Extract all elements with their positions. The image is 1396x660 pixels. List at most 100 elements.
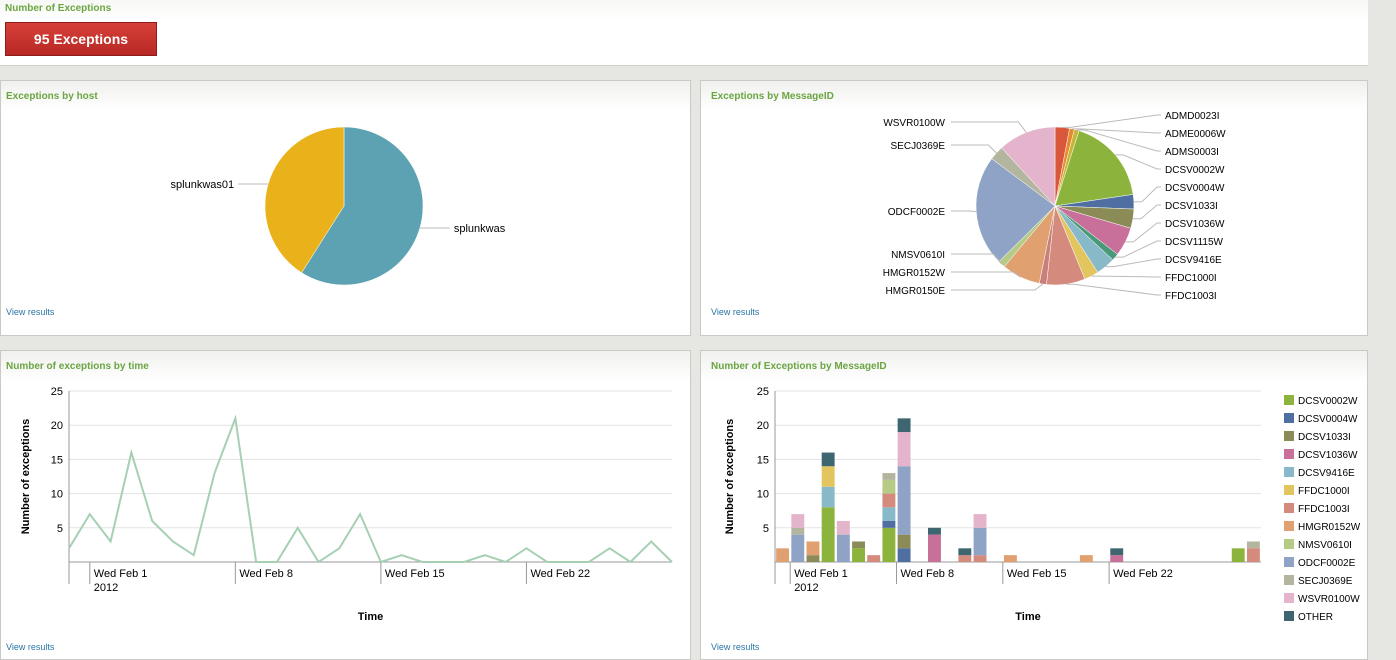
bar-segment-dcsv1036w	[1110, 555, 1123, 562]
bar-segment-dcsv9416e	[822, 487, 835, 508]
messageid-pie-chart: ADMD0023IADME0006WADMS0003IDCSV0002WDCSV…	[701, 81, 1368, 336]
legend-label: DCSV0004W	[1298, 414, 1358, 425]
legend-swatch-wsvr0100w	[1284, 593, 1294, 603]
bar-segment-dcsv1033i	[807, 555, 820, 562]
pie-label: DCSV1115W	[1165, 237, 1224, 248]
bar-segment-hmgr0152w	[776, 548, 789, 562]
bar-segment-dcsv0002w	[1232, 548, 1245, 562]
x-tick-label: Wed Feb 15	[1007, 568, 1067, 580]
bar-segment-other	[898, 418, 911, 432]
bar-segment-odcf0002e	[791, 535, 804, 562]
legend-label: NMSV0610I	[1298, 540, 1352, 551]
pie-leader-line	[951, 284, 1043, 290]
bar-segment-hmgr0152w	[807, 541, 820, 555]
y-tick-label: 25	[51, 386, 63, 398]
pie-label: ADMD0023I	[1165, 111, 1219, 122]
bar-segment-odcf0002e	[837, 535, 850, 562]
x-tick-label: Wed Feb 1	[94, 568, 148, 580]
bar-segment-dcsv9416e	[882, 507, 895, 521]
legend-swatch-dcsv0004w	[1284, 413, 1294, 423]
pie-label: splunkwas	[454, 223, 506, 235]
legend-swatch-ffdc1000i	[1284, 485, 1294, 495]
legend-label: ODCF0002E	[1298, 558, 1356, 569]
bar-segment-odcf0002e	[898, 466, 911, 534]
view-results-link[interactable]: View results	[6, 307, 54, 317]
y-tick-label: 25	[757, 386, 769, 398]
legend-label: DCSV1033I	[1298, 432, 1351, 443]
bar-segment-dcsv1033i	[898, 535, 911, 549]
y-axis-label: Number of exceptions	[724, 419, 736, 535]
header-panel: Number of Exceptions 95 Exceptions	[0, 0, 1368, 66]
view-results-link[interactable]: View results	[711, 307, 759, 317]
pie-label: splunkwas01	[171, 179, 235, 191]
bar-segment-dcsv0002w	[852, 548, 865, 562]
pie-label: DCSV1036W	[1165, 219, 1225, 230]
legend-swatch-ffdc1003i	[1284, 503, 1294, 513]
x-tick-sublabel: 2012	[94, 582, 118, 594]
legend-swatch-hmgr0152w	[1284, 521, 1294, 531]
bar-segment-dcsv0002w	[882, 528, 895, 562]
pie-leader-line	[951, 122, 1026, 132]
legend-swatch-dcsv9416e	[1284, 467, 1294, 477]
pie-label: HMGR0150E	[886, 286, 946, 297]
exceptions-count-badge[interactable]: 95 Exceptions	[5, 22, 157, 56]
legend-label: HMGR0152W	[1298, 522, 1361, 533]
bar-segment-ffdc1003i	[867, 555, 880, 562]
pie-leader-line	[951, 272, 1021, 277]
legend-label: OTHER	[1298, 612, 1333, 623]
legend-swatch-odcf0002e	[1284, 557, 1294, 567]
pie-label: HMGR0152W	[883, 268, 946, 279]
y-tick-label: 10	[757, 489, 769, 501]
bar-segment-dcsv1036w	[928, 535, 941, 562]
bar-segment-other	[958, 548, 971, 555]
pie-label: FFDC1000I	[1165, 273, 1217, 284]
bar-segment-ffdc1003i	[1247, 548, 1260, 562]
bar-segment-dcsv0004w	[882, 521, 895, 528]
legend-label: WSVR0100W	[1298, 594, 1360, 605]
pie-label: DCSV1033I	[1165, 201, 1218, 212]
x-tick-label: Wed Feb 22	[1113, 568, 1173, 580]
bar-segment-hmgr0152w	[1080, 555, 1093, 562]
x-axis-label: Time	[1015, 611, 1040, 623]
legend-label: FFDC1003I	[1298, 504, 1350, 515]
view-results-link[interactable]: View results	[711, 642, 759, 652]
y-tick-label: 5	[763, 523, 769, 535]
bar-segment-odcf0002e	[974, 528, 987, 555]
pie-label: FFDC1003I	[1165, 291, 1217, 302]
bar-segment-wsvr0100w	[974, 514, 987, 528]
x-tick-sublabel: 2012	[794, 582, 818, 594]
bar-segment-dcsv0004w	[898, 548, 911, 562]
bar-segment-nmsv0610i	[882, 480, 895, 494]
pie-label: SECJ0369E	[891, 141, 946, 152]
host-pie-chart: splunkwas splunkwas01	[1, 81, 691, 336]
y-tick-label: 20	[757, 420, 769, 432]
x-axis-label: Time	[358, 611, 383, 623]
y-tick-label: 15	[757, 454, 769, 466]
bar-segment-other	[928, 528, 941, 535]
pie-label: ODCF0002E	[888, 207, 946, 218]
pie-leader-line	[1062, 115, 1161, 127]
y-tick-label: 20	[51, 420, 63, 432]
y-tick-label: 5	[57, 523, 63, 535]
legend-swatch-dcsv0002w	[1284, 395, 1294, 405]
view-results-link[interactable]: View results	[6, 642, 54, 652]
bar-segment-wsvr0100w	[837, 521, 850, 535]
bar-segment-ffdc1003i	[958, 555, 971, 562]
pie-leader-line	[1133, 205, 1161, 219]
bar-segment-hmgr0152w	[1004, 555, 1017, 562]
bar-segment-secj0369e	[882, 473, 895, 480]
pie-label: DCSV0004W	[1165, 183, 1225, 194]
pie-label: DCSV9416E	[1165, 255, 1222, 266]
pie-label: DCSV0002W	[1165, 165, 1225, 176]
x-tick-label: Wed Feb 15	[385, 568, 445, 580]
pie-label: ADMS0003I	[1165, 147, 1219, 158]
legend-label: DCSV9416E	[1298, 468, 1355, 479]
legend-swatch-nmsv0610i	[1284, 539, 1294, 549]
series-line	[69, 418, 672, 562]
legend-label: FFDC1000I	[1298, 486, 1350, 497]
